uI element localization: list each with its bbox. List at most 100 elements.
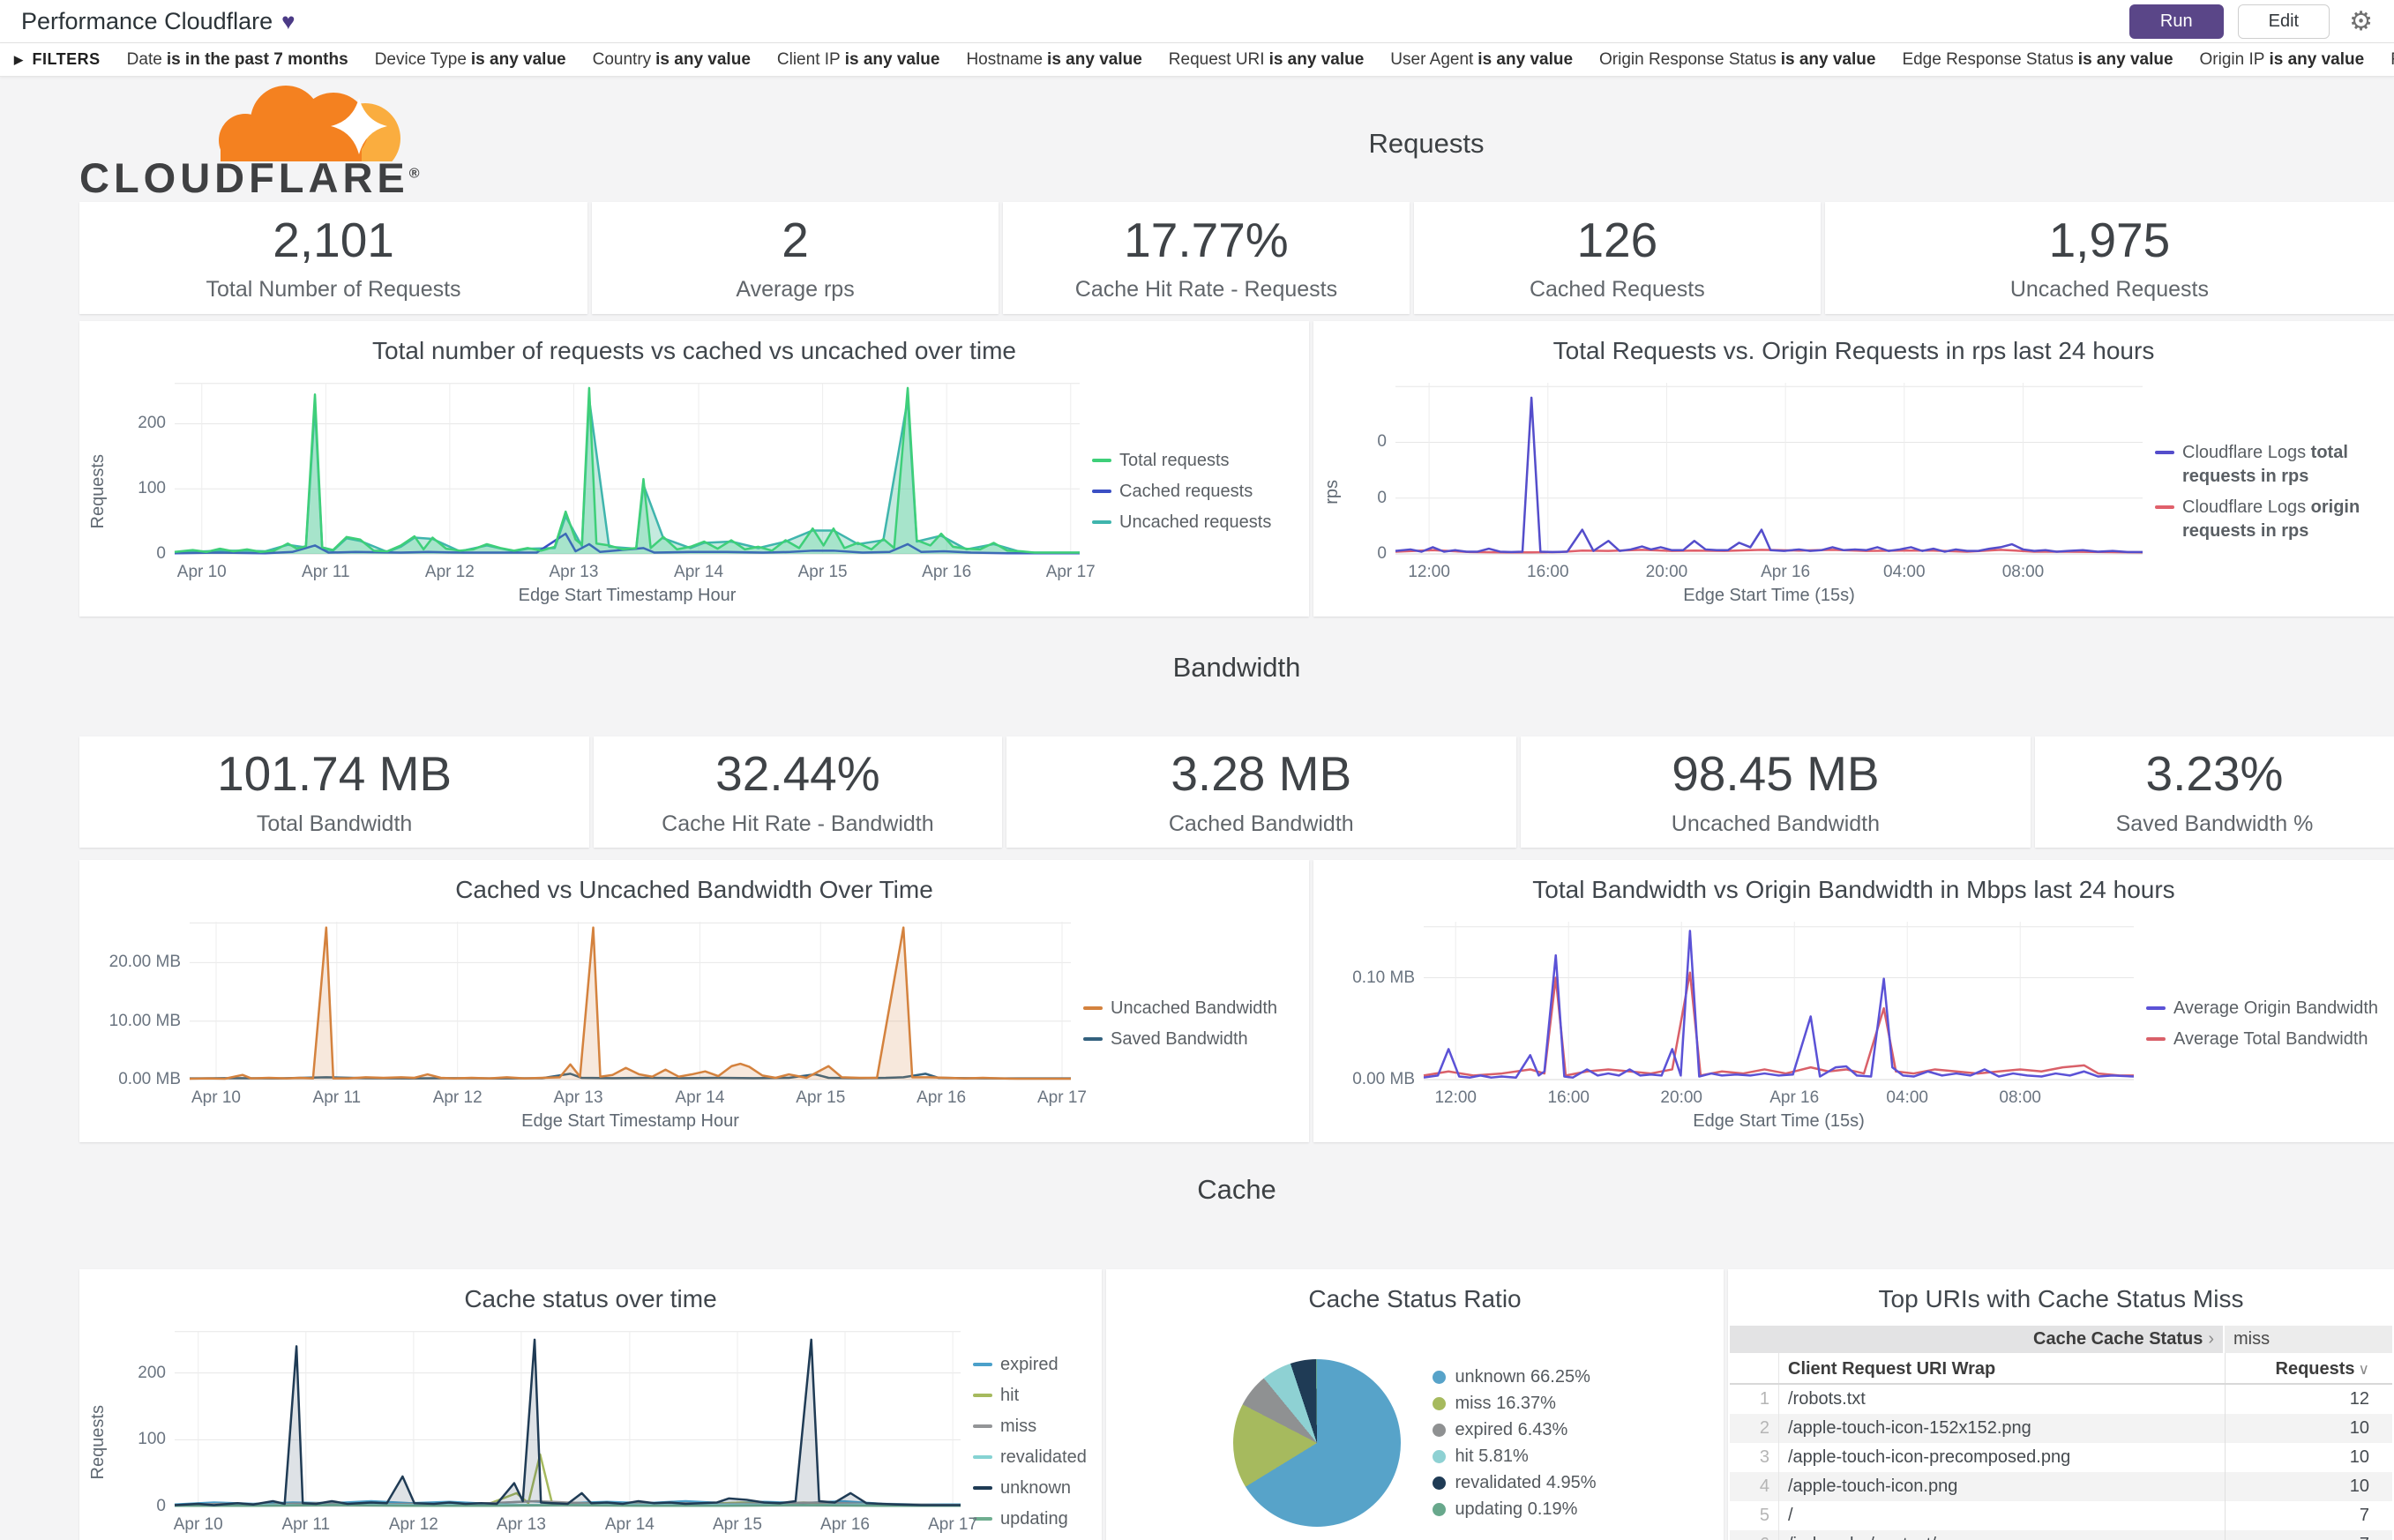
pie-legend: unknown 66.25% miss 16.37% expired 6.43% hi… [1433,1367,1597,1520]
kpi-tile: 3.23% Saved Bandwidth % [2034,736,2394,848]
run-button[interactable]: Run [2128,4,2224,39]
requests-cell: 7 [2225,1530,2392,1540]
cloudflare-wordmark: CLOUDFLARE® [79,154,424,201]
filter-item[interactable]: Request URI is any value [1168,49,1365,69]
pie-legend-item[interactable]: revalidated 4.95% [1433,1472,1597,1493]
legend-item[interactable]: expired [973,1353,1091,1377]
table-body: 1/robots.txt 12 2/apple-touch-icon-152x152… [1730,1385,2392,1540]
legend-item[interactable]: Total requests [1092,449,1298,473]
y-axis-title: Requests [88,454,108,529]
legend-item[interactable]: Uncached Bandwidth [1083,997,1298,1020]
pie-legend-item[interactable]: expired 6.43% [1433,1420,1596,1440]
pie-legend-label: revalidated 4.95% [1455,1472,1597,1492]
legend-item[interactable]: revalidated [973,1446,1091,1469]
kpi-label: Total Number of Requests [206,277,461,303]
filters-label[interactable]: ▶ FILTERS [14,50,101,69]
chart-legend: Average Origin Bandwidth Average Total Ba… [2146,997,2389,1051]
filter-item[interactable]: Hostname is any value [966,49,1142,69]
legend-item[interactable]: Cloudflare Logs origin requests in rps [2155,496,2383,543]
x-tick-label: Apr 17 [928,1515,978,1534]
filter-item[interactable]: User Agent is any value [1390,49,1574,69]
header-bar: Performance Cloudflare ♥ Run Edit ⚙ [0,0,2394,43]
pie-legend-item[interactable]: unknown 66.25% [1433,1367,1596,1387]
legend-item[interactable]: hit [973,1384,1091,1408]
filter-item[interactable]: Date is in the past 7 months [126,49,348,69]
chart-title: Total Bandwidth vs Origin Bandwidth in M… [1532,876,2175,903]
x-axis-title: Edge Start Timestamp Hour [521,1111,739,1131]
legend-item[interactable]: Average Total Bandwidth [2146,1028,2383,1051]
filter-item[interactable]: RayIDis any valu... [2390,50,2394,70]
kpi-label: Cached Requests [1529,277,1705,303]
edit-button[interactable]: Edit [2237,4,2330,39]
section-title-cache: Cache [1197,1174,1276,1205]
legend-swatch [973,1363,992,1366]
filter-item[interactable]: Client IP is any value [776,49,940,69]
pie-chart[interactable] [1233,1359,1402,1527]
line-chart-plot[interactable]: 0 100 200 Apr 10 Apr 11 Apr 12 Apr 13 Apr 14 Apr… [138,383,1096,581]
table-header-row: Client Request URI Wrap Requests ∨ [1730,1353,2392,1385]
page-title: Performance Cloudflare [21,7,273,34]
x-tick-label: 04:00 [1886,1088,1928,1107]
x-tick-label: Apr 14 [674,563,724,581]
pie-legend-item[interactable]: updating 0.19% [1433,1499,1596,1520]
filter-item[interactable]: Device Type is any value [374,49,566,69]
chart-legend: Uncached Bandwidth Saved Bandwidth [1083,997,1304,1051]
x-tick-label: 20:00 [1660,1088,1702,1107]
requests-column-header[interactable]: Requests ∨ [2225,1353,2392,1383]
legend-item[interactable]: miss [973,1415,1091,1439]
header-actions: Run Edit ⚙ [2128,4,2373,39]
pie-legend-item[interactable]: hit 5.81% [1433,1447,1596,1467]
kpi-label: Cache Hit Rate - Requests [1074,277,1338,303]
legend-swatch [2146,1006,2166,1010]
uri-column-header[interactable]: Client Request URI Wrap [1788,1359,1996,1379]
line-chart-plot[interactable]: 0 100 200 Apr 10 Apr 11 Apr 12 Apr 13 Apr 14 Apr… [138,1331,977,1534]
legend-item[interactable]: Cached requests [1092,480,1298,504]
pie-legend-dot [1433,1502,1447,1516]
legend-swatch [2155,505,2174,509]
line-chart-plot[interactable]: 0.00 MB 10.00 MB 20.00 MB Apr 10 Apr 11 Apr 1… [109,922,1087,1107]
kpi-label: Total Bandwidth [256,811,413,836]
table-row: 5 / 7 [1730,1501,2392,1530]
y-tick-label: 10.00 MB [108,1011,181,1030]
x-tick-label: Apr 15 [797,563,848,581]
legend-item[interactable]: Cloudflare Logs total requests in rps [2155,441,2383,489]
line-chart-plot[interactable]: 0.00 MB 0.10 MB 12:00 16:00 20:00 Apr 16 04:00… [1352,922,2134,1107]
legend-item[interactable]: updating [973,1507,1091,1531]
legend-item[interactable]: Average Origin Bandwidth [2146,997,2383,1020]
filter-item[interactable]: Edge Response Status is any value [1902,49,2173,69]
x-tick-label: Apr 16 [820,1515,871,1534]
requests-cell: 10 [2225,1472,2392,1501]
filter-item[interactable]: Origin Response Status is any value [1599,49,1876,69]
filter-item[interactable]: Country is any value [592,49,751,69]
legend-item[interactable]: unknown [973,1476,1091,1500]
pivot-header-label[interactable]: Cache Cache Status › [1730,1326,2223,1353]
pie-legend-dot [1433,1449,1447,1463]
filter-item[interactable]: Origin IP is any value [2199,49,2365,69]
cloudflare-cloud-icon [219,86,400,161]
legend-label: Saved Bandwidth [1111,1029,1248,1049]
x-tick-label: Apr 13 [496,1515,546,1534]
x-tick-label: Apr 10 [173,1515,223,1534]
gear-icon[interactable]: ⚙ [2349,6,2373,36]
legend-swatch [1083,1037,1103,1041]
legend-item[interactable]: Saved Bandwidth [1083,1028,1298,1051]
y-tick-label: 0.10 MB [1352,968,1415,987]
legend-label: miss [1000,1417,1037,1436]
pie-legend-dot [1433,1423,1447,1437]
table-row: 3/apple-touch-icon-precomposed.png 10 [1730,1443,2392,1472]
x-tick-label: Apr 11 [312,1088,362,1107]
legend-label: expired [1000,1355,1059,1374]
chart-tile-rps-24h: Total Requests vs. Origin Requests in rp… [1313,321,2394,617]
sort-desc-icon: ∨ [2358,1361,2369,1378]
chart-title: Cached vs Uncached Bandwidth Over Time [455,876,933,903]
kpi-value: 1,975 [2048,212,2171,267]
filter-list: Date is in the past 7 months Device Type is… [127,50,2394,70]
filters-expand-icon[interactable]: ▶ [14,52,24,66]
pie-legend-item[interactable]: miss 16.37% [1433,1394,1596,1414]
legend-label: Total requests [1119,451,1230,470]
line-chart-plot[interactable]: 0 0 0 12:00 16:00 20:00 Apr 16 04:00 08:00 [1377,383,2143,581]
y-tick-label: 20.00 MB [108,953,181,972]
row-number-header [1730,1353,1779,1383]
legend-item[interactable]: Uncached requests [1092,511,1298,535]
